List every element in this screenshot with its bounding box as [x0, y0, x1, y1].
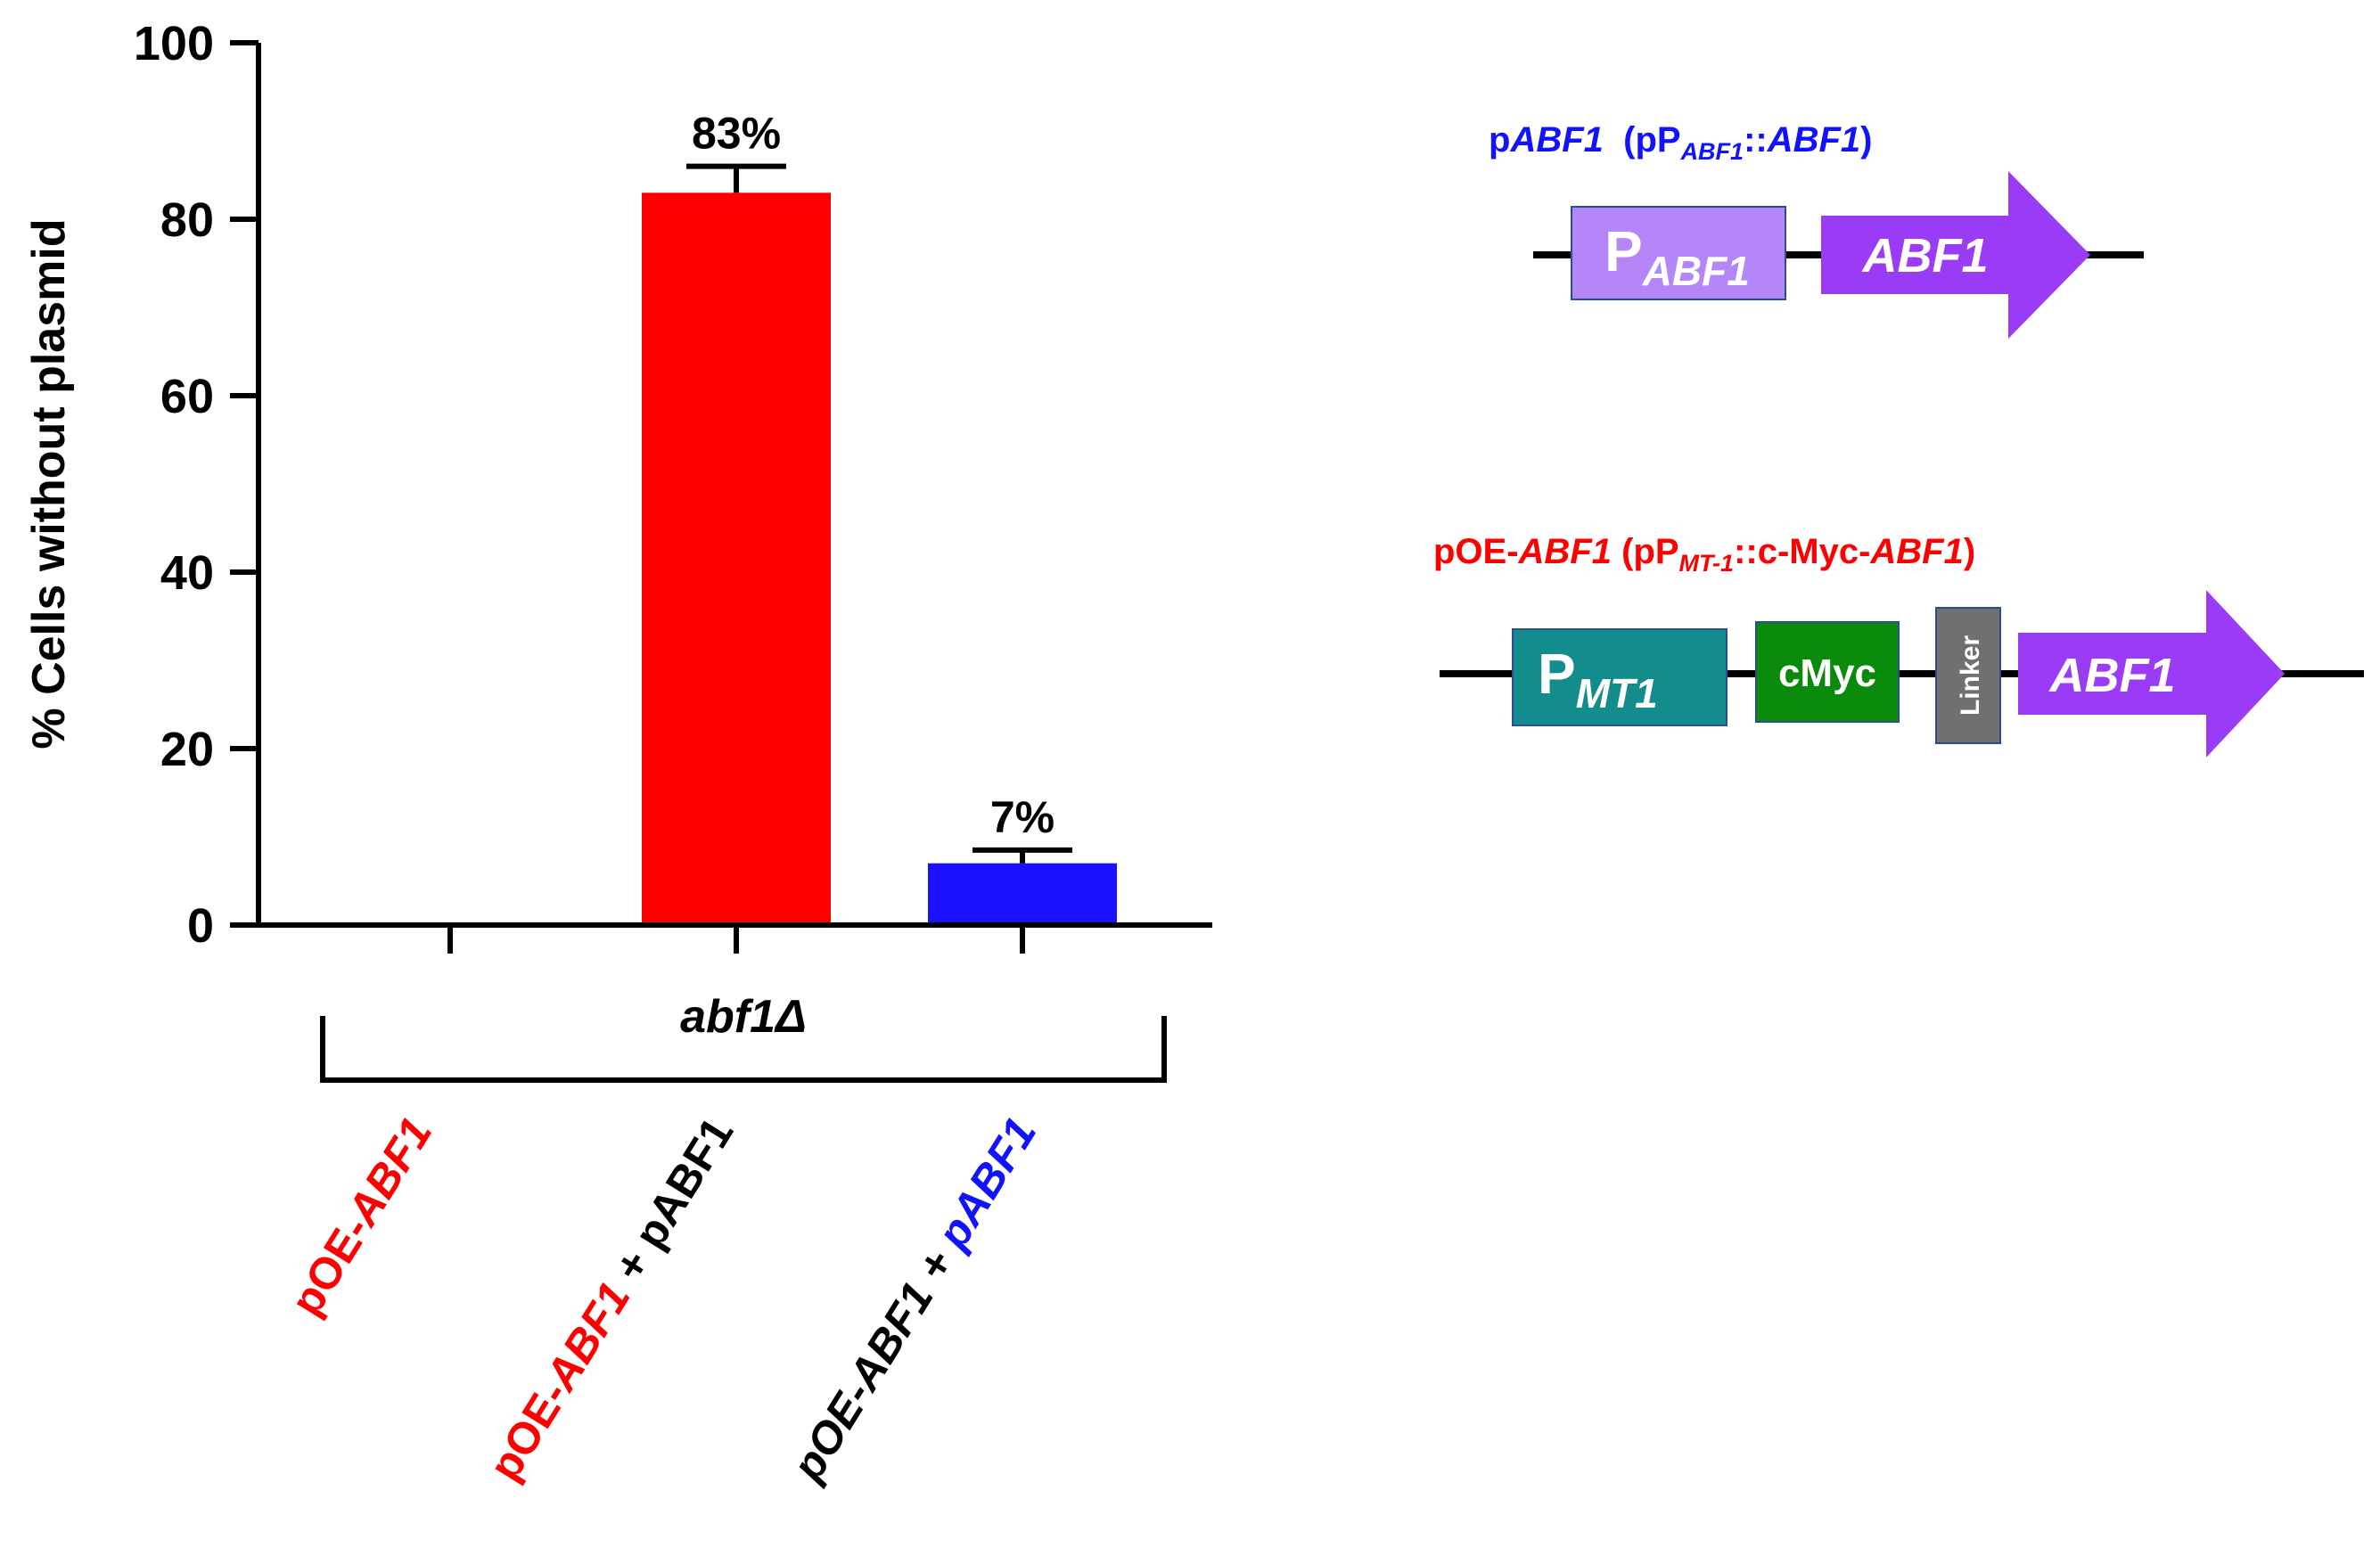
- construct-title-part: pOE-: [1433, 532, 1519, 571]
- poe-construct-diagram: pOE-ABF1 (pPMT-1::c-Myc-ABF1) PMT1 cMyc …: [1433, 532, 2364, 758]
- x-ticks: [447, 925, 1025, 954]
- bar: [928, 863, 1117, 922]
- construct-title-part: ::: [1744, 120, 1768, 160]
- construct-title-part: ): [1964, 532, 1975, 571]
- construct-title-part: MT-1: [1679, 550, 1735, 577]
- y-ticks: [230, 40, 259, 928]
- y-tick-label: 60: [160, 370, 214, 423]
- construct-title-part: p: [1489, 120, 1510, 160]
- cmyc-tag-label: cMyc: [1778, 651, 1876, 695]
- linker-label: Linker: [1956, 635, 1985, 716]
- bar-data-label: 7%: [990, 792, 1055, 842]
- y-tick-label: 20: [160, 723, 214, 776]
- y-tick-labels: 0 20 40 60 80 100: [134, 17, 214, 953]
- pabf1-gene-arrow: [1821, 171, 2090, 339]
- poe-gene-arrow: [2018, 590, 2285, 758]
- poe-construct-title: pOE-ABF1 (pPMT-1::c-Myc-ABF1): [1433, 532, 1975, 577]
- construct-title-part: ABF1: [1767, 120, 1860, 160]
- category-label: pOE-ABF1 + pABF1: [782, 1109, 1046, 1490]
- y-tick-label: 100: [134, 17, 214, 70]
- y-tick-label: 40: [160, 546, 214, 600]
- bar-data-label: 83%: [692, 109, 781, 159]
- bar-chart: 0 20 40 60 80 100 83% 7% % Cells without plasm…: [23, 17, 1212, 1490]
- pabf1-promoter-label: PABF1: [1604, 219, 1750, 294]
- construct-title-part: ABF1: [1869, 532, 1963, 571]
- y-axis-label: % Cells without plasmid: [23, 218, 75, 749]
- category-label-part: ABF1: [337, 1109, 442, 1235]
- pabf1-promoter-box: [1571, 206, 1786, 300]
- construct-title-part: ::c-Myc-: [1734, 532, 1870, 571]
- cmyc-tag-box: [1755, 621, 1900, 723]
- construct-title-part: ABF1: [1518, 532, 1612, 571]
- poe-promoter-label: PMT1: [1538, 642, 1658, 717]
- poe-promoter-main: P: [1538, 642, 1576, 706]
- construct-title-part: (pP: [1612, 532, 1679, 571]
- poe-promoter-sub: MT1: [1576, 670, 1658, 717]
- category-label: pOE-ABF1: [281, 1109, 441, 1324]
- bars: [642, 192, 1117, 923]
- construct-title-part: (pP: [1604, 120, 1681, 160]
- pabf1-promoter-main: P: [1604, 219, 1643, 283]
- category-label-part: ABF1: [535, 1273, 640, 1400]
- pabf1-promoter-sub: ABF1: [1642, 248, 1750, 294]
- category-label: pOE-ABF1 + pABF1: [480, 1109, 743, 1489]
- construct-title-part: ): [1860, 120, 1872, 160]
- poe-gene-label: ABF1: [2048, 649, 2175, 702]
- construct-title-part: ABF1: [1680, 138, 1744, 165]
- linker-box: [1935, 607, 2001, 744]
- category-label-part: pABF1: [926, 1109, 1046, 1258]
- pabf1-gene-label: ABF1: [1860, 229, 1988, 283]
- group-label: abf1Δ: [680, 991, 807, 1043]
- construct-title-part: ABF1: [1509, 120, 1603, 160]
- data-labels: 83% 7%: [692, 109, 1055, 842]
- y-tick-label: 80: [160, 193, 214, 247]
- pabf1-construct-diagram: pABF1 (pPABF1::ABF1) PABF1 ABF1: [1489, 120, 2144, 339]
- category-label-part: + pABF1: [597, 1109, 743, 1300]
- poe-promoter-box: [1512, 628, 1728, 726]
- bar: [642, 192, 831, 923]
- pabf1-construct-title: pABF1 (pPABF1::ABF1): [1489, 120, 1873, 165]
- y-tick-label: 0: [187, 899, 214, 953]
- group-bracket: [320, 1016, 1167, 1083]
- category-label-part: pOE-ABF1 +: [782, 1231, 970, 1491]
- error-bars: [686, 163, 1072, 864]
